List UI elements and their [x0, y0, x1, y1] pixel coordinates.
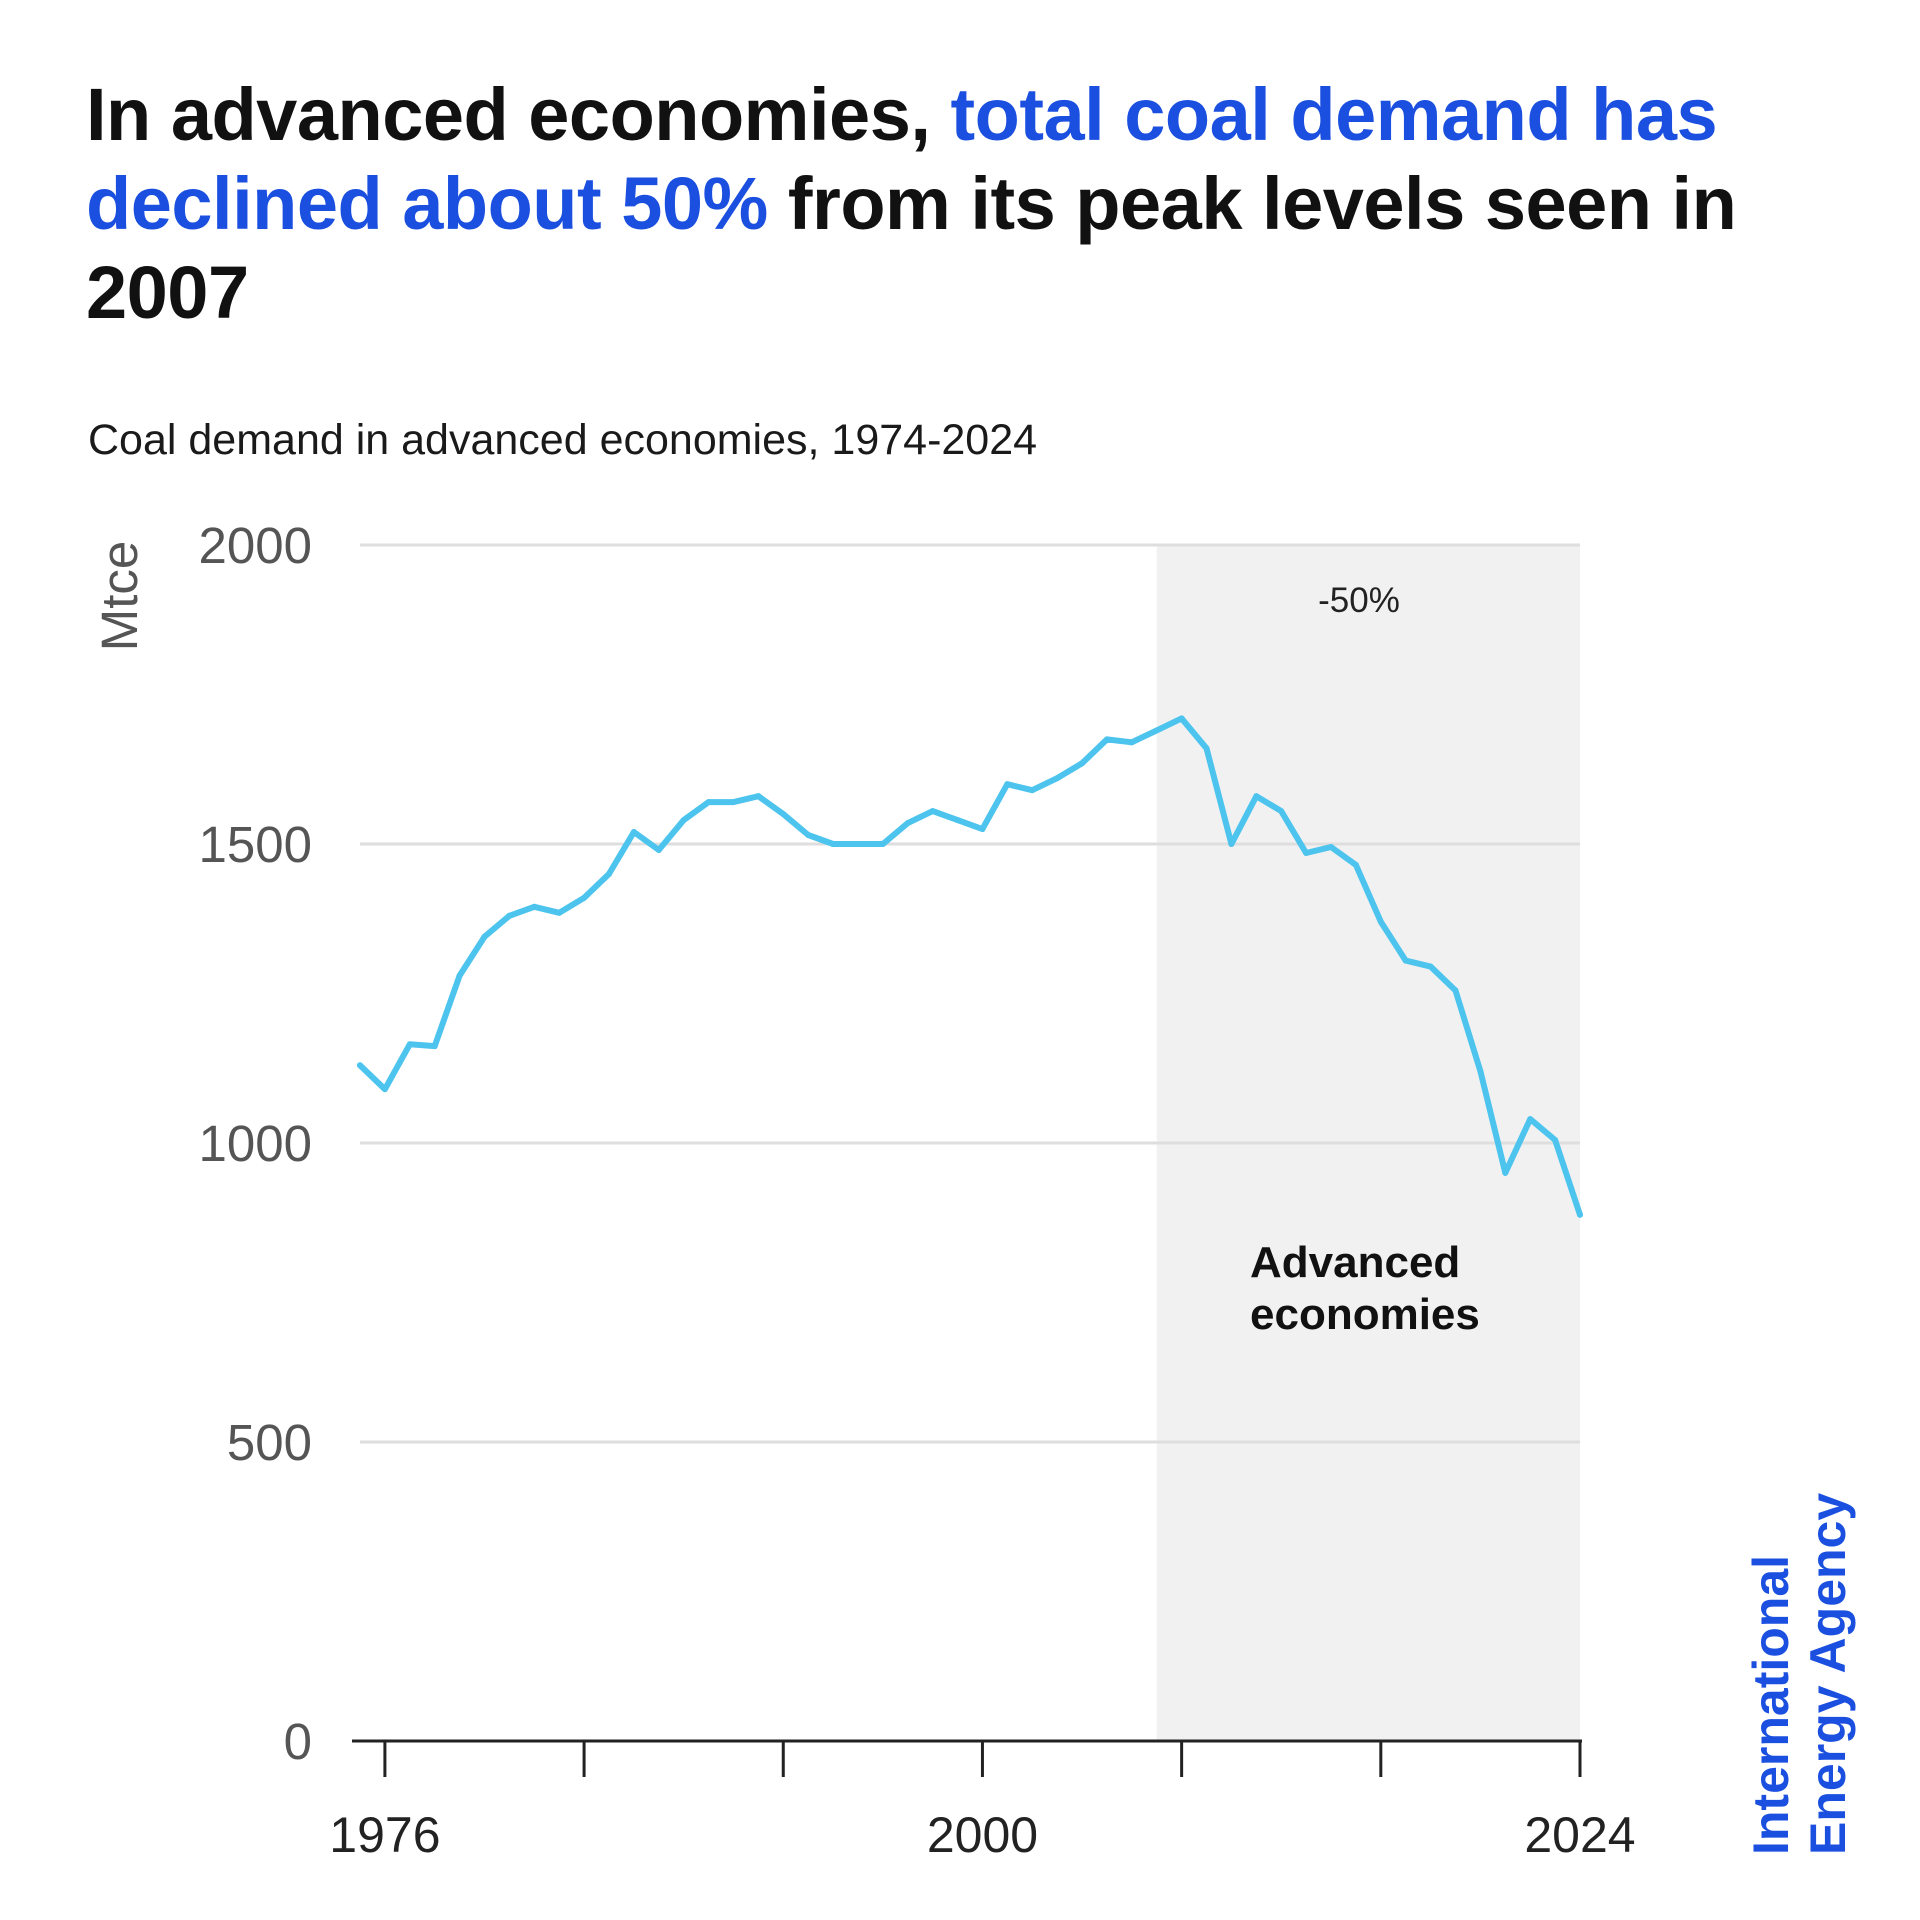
- data-point-2023: [1552, 1137, 1559, 1144]
- data-point-2020: [1477, 1068, 1484, 1075]
- data-point-2016: [1377, 918, 1384, 925]
- x-tick-label-2000: 2000: [927, 1807, 1038, 1863]
- data-point-2015: [1352, 861, 1359, 868]
- data-point-2011: [1253, 793, 1260, 800]
- data-point-1984: [581, 894, 588, 901]
- data-point-1976: [381, 1086, 388, 1093]
- data-point-2010: [1228, 841, 1235, 847]
- data-point-1990: [730, 799, 737, 806]
- y-tick-label-1500: 1500: [199, 816, 312, 873]
- y-tick-label-500: 500: [227, 1414, 312, 1471]
- data-point-1980: [481, 933, 488, 940]
- headline-highlight: total coal demand has declined about 50%: [86, 73, 1718, 245]
- data-point-2017: [1402, 957, 1409, 964]
- data-point-1981: [506, 912, 513, 919]
- series-label-line-2: economies: [1250, 1290, 1480, 1339]
- data-point-1992: [780, 811, 787, 818]
- y-axis-title: Mtce: [91, 541, 148, 652]
- chart-subtitle: Coal demand in advanced economies, 1974-…: [88, 416, 1038, 464]
- x-tick-label-1976: 1976: [329, 1807, 440, 1863]
- data-point-2002: [1029, 787, 1036, 794]
- data-point-2008: [1178, 715, 1185, 722]
- data-point-2005: [1103, 736, 1110, 743]
- logo-line-2: Energy Agency: [1800, 1493, 1856, 1855]
- series-label-line-1: Advanced: [1250, 1238, 1460, 1287]
- data-point-2003: [1054, 775, 1061, 782]
- y-tick-label-0: 0: [284, 1713, 312, 1770]
- data-point-2022: [1527, 1116, 1534, 1123]
- data-point-1983: [556, 909, 563, 916]
- data-point-1989: [705, 799, 712, 806]
- logo-line-1: International: [1743, 1555, 1799, 1855]
- data-point-1982: [531, 903, 538, 910]
- data-point-1985: [605, 870, 612, 877]
- data-point-2019: [1452, 987, 1459, 994]
- data-point-1987: [655, 846, 662, 853]
- data-point-1991: [755, 793, 762, 800]
- data-point-2006: [1128, 739, 1135, 746]
- iea-logo: International Energy Agency: [1743, 1493, 1856, 1855]
- decline-annotation: -50%: [1318, 581, 1400, 620]
- x-tick-label-2024: 2024: [1524, 1807, 1635, 1863]
- data-point-1998: [929, 808, 936, 815]
- data-point-1979: [456, 972, 463, 979]
- data-point-1997: [904, 820, 911, 827]
- data-point-1993: [805, 832, 812, 839]
- data-point-2021: [1502, 1169, 1509, 1176]
- headline-part-1: In advanced economies,: [86, 73, 951, 156]
- headline: In advanced economies, total coal demand…: [86, 70, 1786, 337]
- data-point-2009: [1203, 745, 1210, 752]
- data-point-1978: [431, 1043, 438, 1050]
- series-line-0: [357, 715, 1583, 1218]
- data-point-2001: [1004, 781, 1011, 788]
- data-point-2000: [979, 826, 986, 833]
- data-point-1986: [630, 829, 637, 836]
- headline-part-2: from its peak levels seen in 2007: [86, 162, 1737, 334]
- data-point-2018: [1427, 963, 1434, 970]
- data-point-1999: [954, 817, 961, 824]
- data-point-2024: [1577, 1211, 1583, 1218]
- data-point-2013: [1303, 849, 1310, 856]
- data-point-2012: [1278, 808, 1285, 815]
- data-point-2014: [1328, 843, 1335, 850]
- y-tick-label-2000: 2000: [199, 517, 312, 574]
- data-point-1988: [680, 817, 687, 824]
- data-point-1996: [879, 841, 886, 847]
- data-point-2004: [1079, 760, 1086, 767]
- y-tick-label-1000: 1000: [199, 1115, 312, 1172]
- data-point-2007: [1153, 727, 1160, 734]
- data-point-1975: [357, 1062, 363, 1069]
- data-point-1995: [854, 841, 861, 847]
- data-point-1977: [406, 1041, 413, 1048]
- data-point-1994: [830, 841, 837, 847]
